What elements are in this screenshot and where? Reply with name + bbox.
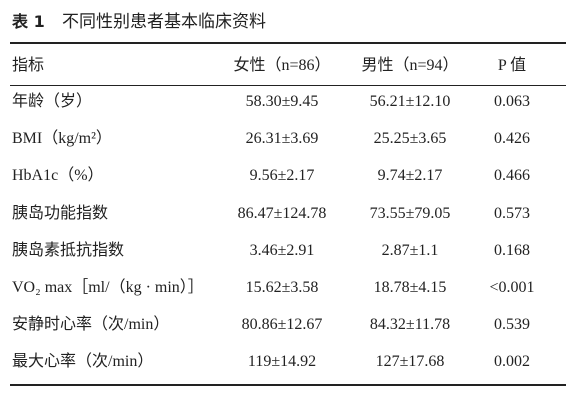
row-label: 年龄（岁） [12, 93, 93, 110]
row-label: VO₂ max［ml/（kg · min）］ [12, 279, 204, 296]
cell: 25.25±3.65 [373, 130, 447, 148]
row-label: 胰岛素抵抗指数 [12, 241, 125, 259]
cell: 119±14.92 [247, 353, 317, 371]
cell: 9.56±2.17 [249, 167, 315, 185]
row-label: 胰岛功能指数 [12, 204, 109, 222]
table-label: 表 1 [12, 12, 45, 31]
row-label: BMI（kg/m²） [12, 130, 112, 148]
cell: 26.31±3.69 [245, 130, 319, 148]
header-cell: P 值 [497, 57, 527, 74]
header-cell: 女性（n=86） [233, 57, 331, 74]
cell: 3.46±2.91 [249, 241, 315, 259]
cell: 0.063 [494, 93, 530, 110]
header-cell: 指标 [12, 57, 45, 74]
cell: 0.002 [494, 353, 530, 371]
bottom-rule [10, 384, 566, 386]
cell: 80.86±12.67 [241, 316, 323, 334]
cell: 0.573 [494, 204, 530, 222]
header-rule [10, 85, 566, 86]
cell: 127±17.68 [375, 353, 445, 371]
cell: 84.32±11.78 [369, 316, 451, 334]
row-label: HbA1c（%） [12, 167, 104, 185]
header-cell: 男性（n=94） [361, 57, 459, 74]
top-rule [10, 42, 566, 44]
cell: <0.001 [489, 279, 535, 296]
cell: 15.62±3.58 [245, 279, 319, 296]
cell: 56.21±12.10 [369, 93, 451, 110]
cell: 0.168 [494, 241, 530, 259]
cell: 9.74±2.17 [377, 167, 443, 185]
cell: 2.87±1.1 [381, 241, 439, 259]
cell: 18.78±4.15 [373, 279, 447, 296]
cell: 58.30±9.45 [245, 93, 319, 110]
row-label: 最大心率（次/min） [12, 353, 154, 371]
cell: 0.539 [494, 316, 530, 334]
table-title: 不同性别患者基本临床资料 [62, 12, 266, 31]
row-label: 安静时心率（次/min） [12, 316, 170, 334]
cell: 73.55±79.05 [369, 204, 451, 222]
cell: 0.426 [494, 130, 530, 148]
cell: 86.47±124.78 [237, 204, 327, 222]
cell: 0.466 [494, 167, 530, 185]
